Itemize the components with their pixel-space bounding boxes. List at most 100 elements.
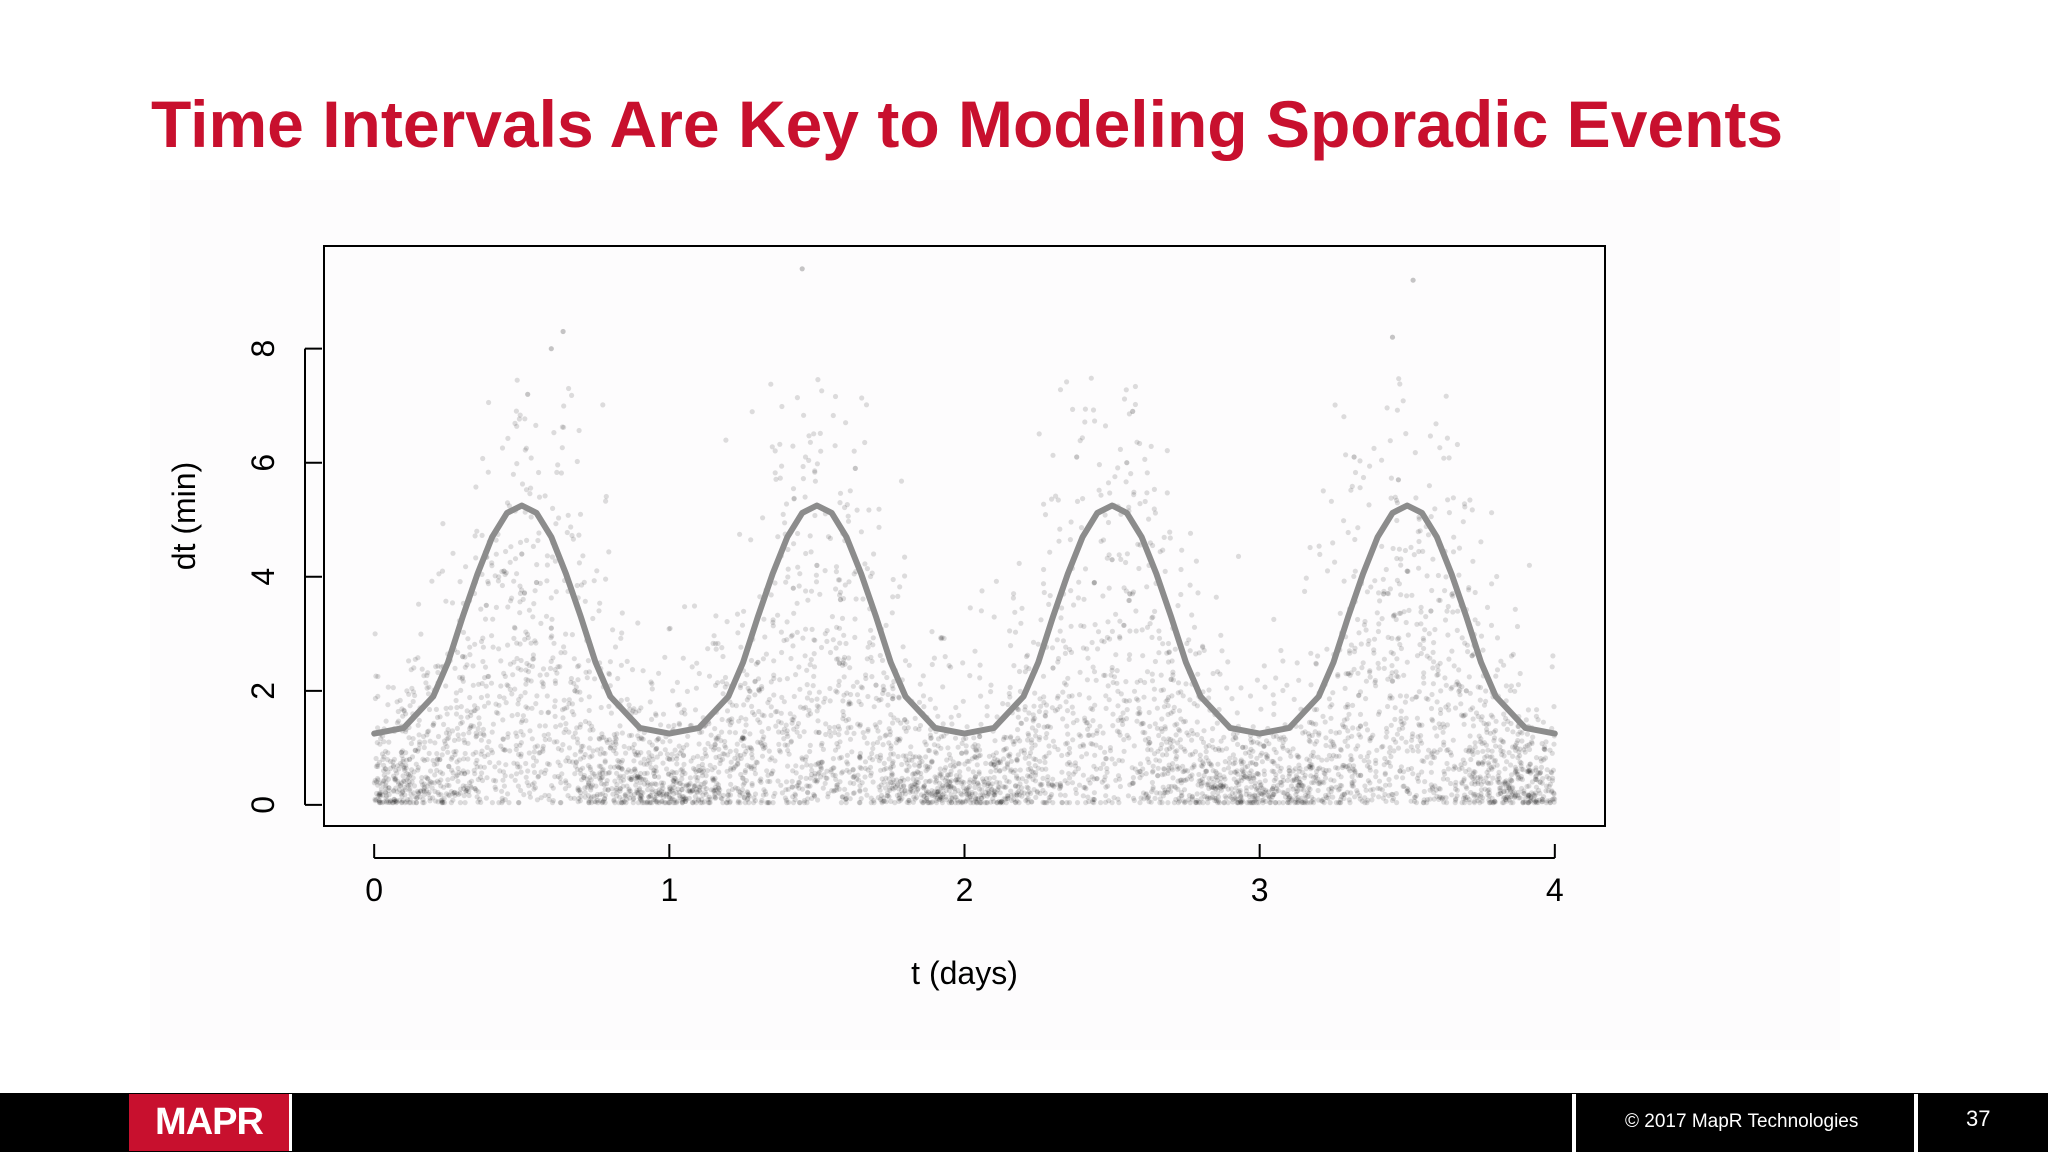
scatter-point bbox=[557, 800, 563, 806]
scatter-point bbox=[437, 714, 443, 720]
scatter-point bbox=[558, 800, 564, 806]
scatter-point bbox=[629, 667, 636, 673]
scatter-point bbox=[527, 491, 533, 497]
scatter-point bbox=[1265, 753, 1271, 759]
scatter-point bbox=[1014, 792, 1020, 798]
scatter-point bbox=[902, 573, 908, 579]
scatter-point bbox=[1025, 766, 1031, 773]
scatter-point bbox=[1524, 768, 1530, 775]
scatter-point bbox=[1151, 686, 1157, 692]
scatter-point bbox=[1289, 778, 1295, 784]
scatter-point bbox=[649, 681, 655, 687]
scatter-point bbox=[395, 718, 402, 724]
scatter-point bbox=[676, 701, 682, 708]
scatter-point bbox=[418, 631, 424, 637]
scatter-point bbox=[790, 768, 796, 774]
scatter-point bbox=[1419, 758, 1425, 764]
scatter-point bbox=[1165, 694, 1172, 701]
scatter-point bbox=[1517, 670, 1523, 677]
scatter-point bbox=[712, 764, 718, 771]
scatter-point bbox=[1303, 766, 1309, 772]
scatter-point bbox=[1025, 731, 1031, 737]
scatter-point bbox=[580, 743, 586, 749]
scatter-point bbox=[1166, 783, 1172, 790]
scatter-point bbox=[454, 790, 460, 796]
scatter-point bbox=[1370, 792, 1376, 798]
scatter-point bbox=[1333, 753, 1339, 759]
scatter-point bbox=[741, 702, 747, 708]
scatter-point bbox=[547, 665, 554, 671]
scatter-point bbox=[529, 736, 535, 742]
scatter-point bbox=[1411, 552, 1417, 558]
scatter-point bbox=[736, 718, 742, 724]
scatter-point bbox=[1466, 674, 1472, 680]
scatter-point bbox=[1097, 723, 1103, 729]
scatter-point bbox=[858, 765, 864, 772]
scatter-point bbox=[378, 791, 384, 797]
scatter-point bbox=[379, 781, 385, 787]
scatter-point bbox=[1008, 643, 1014, 649]
scatter-point bbox=[856, 777, 862, 783]
scatter-point bbox=[1397, 381, 1403, 387]
scatter-point bbox=[551, 739, 557, 745]
scatter-point bbox=[1272, 800, 1278, 806]
scatter-point bbox=[1468, 756, 1474, 763]
scatter-point bbox=[1224, 685, 1230, 691]
scatter-point bbox=[1343, 452, 1349, 458]
scatter-point bbox=[1201, 647, 1207, 653]
scatter-point bbox=[927, 732, 934, 738]
scatter-point bbox=[823, 775, 829, 781]
scatter-point bbox=[742, 680, 748, 687]
scatter-point bbox=[1147, 540, 1153, 546]
scatter-point bbox=[749, 747, 755, 753]
scatter-point bbox=[1431, 754, 1438, 761]
scatter-point bbox=[585, 763, 591, 769]
scatter-point bbox=[466, 789, 472, 795]
scatter-point bbox=[1544, 798, 1550, 804]
scatter-point bbox=[1437, 747, 1443, 753]
scatter-point bbox=[615, 675, 621, 682]
scatter-point bbox=[472, 641, 478, 647]
scatter-point bbox=[1019, 605, 1025, 611]
scatter-point bbox=[1030, 639, 1037, 645]
scatter-point bbox=[544, 553, 550, 559]
scatter-point bbox=[1114, 668, 1120, 674]
scatter-point bbox=[1210, 670, 1216, 677]
scatter-point bbox=[407, 782, 413, 788]
scatter-point bbox=[1098, 492, 1104, 498]
scatter-point bbox=[671, 784, 677, 791]
scatter-point bbox=[766, 748, 772, 754]
scatter-point bbox=[479, 770, 485, 776]
scatter-point bbox=[1348, 790, 1354, 796]
scatter-point bbox=[1074, 800, 1081, 806]
scatter-point bbox=[1390, 545, 1396, 552]
scatter-point bbox=[946, 663, 952, 669]
scatter-point bbox=[1100, 761, 1106, 767]
scatter-point bbox=[424, 685, 430, 691]
scatter-point bbox=[1308, 682, 1314, 688]
scatter-point bbox=[830, 756, 837, 762]
scatter-point bbox=[1179, 792, 1185, 799]
scatter-point bbox=[635, 800, 641, 806]
scatter-point bbox=[1397, 641, 1403, 648]
scatter-point bbox=[1162, 724, 1168, 730]
scatter-point bbox=[1273, 776, 1279, 782]
scatter-point bbox=[1393, 669, 1399, 675]
scatter-point bbox=[568, 675, 574, 682]
scatter-point bbox=[1105, 519, 1112, 526]
scatter-point bbox=[1082, 784, 1088, 790]
scatter-point bbox=[1181, 719, 1187, 725]
scatter-point bbox=[876, 784, 882, 790]
scatter-point bbox=[1067, 775, 1073, 781]
scatter-point bbox=[1510, 651, 1516, 657]
scatter-point bbox=[1381, 656, 1387, 662]
scatter-point bbox=[470, 751, 476, 757]
scatter-point bbox=[1182, 748, 1188, 754]
scatter-point bbox=[1068, 623, 1074, 629]
scatter-point bbox=[980, 792, 986, 798]
scatter-point bbox=[1000, 800, 1006, 806]
scatter-point bbox=[384, 757, 391, 763]
scatter-point bbox=[1506, 750, 1512, 756]
scatter-point bbox=[993, 750, 1000, 756]
